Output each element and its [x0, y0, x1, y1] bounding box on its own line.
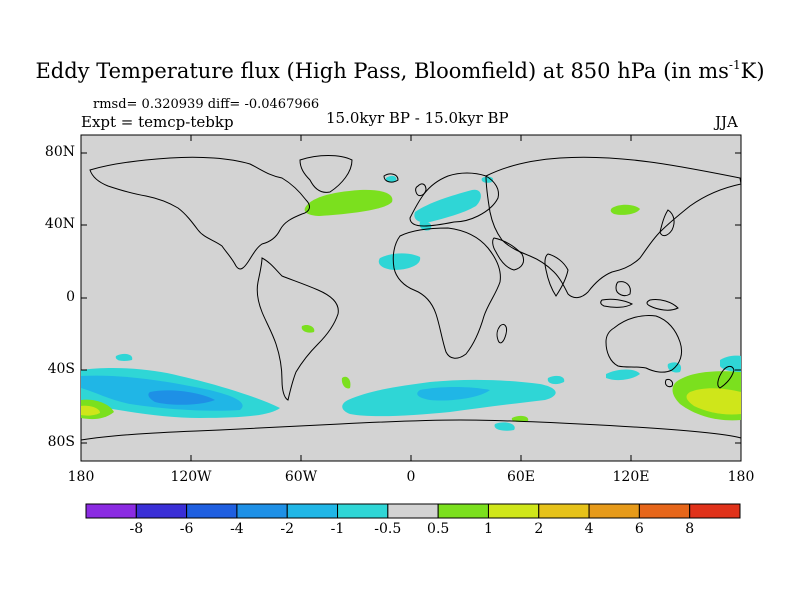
coast-japan — [659, 209, 675, 237]
lat-label-80n: 80N — [44, 144, 75, 160]
anomaly-south-of-australia — [606, 369, 640, 381]
map-ticks — [81, 135, 741, 461]
coast-asia — [485, 156, 742, 299]
lon-label-60e: 60E — [506, 469, 536, 485]
colorbar-label: 6 — [634, 521, 644, 537]
colorbar — [85, 503, 741, 519]
coast-australia — [605, 315, 683, 373]
coast-antarctica — [80, 419, 742, 441]
anomaly-europe — [414, 189, 481, 223]
colorbar-swatch — [236, 503, 288, 519]
colorbar-swatch — [85, 503, 137, 519]
anomaly-north-africa — [378, 253, 421, 270]
colorbar-swatch — [638, 503, 691, 519]
period-label: 15.0kyr BP - 15.0kyr BP — [326, 109, 509, 127]
coast-borneo — [615, 281, 631, 297]
anomaly-south-pacific-patch — [115, 353, 133, 361]
lon-label-180-right: 180 — [727, 469, 755, 485]
colorbar-label: -1 — [330, 521, 345, 537]
lat-label-80s: 80S — [47, 434, 75, 450]
colorbar-swatch — [186, 503, 238, 519]
colorbar-label: -4 — [230, 521, 244, 537]
lon-label-180-left: 180 — [67, 469, 95, 485]
coast-new-guinea — [646, 299, 679, 311]
lon-label-120e: 120E — [612, 469, 650, 485]
season-label: JJA — [715, 113, 738, 131]
anomaly-tasman-yellow — [686, 388, 741, 415]
coast-uk — [415, 183, 427, 197]
lat-label-40n: 40N — [44, 216, 75, 232]
colorbar-swatch — [437, 503, 489, 519]
anomaly-north-atlantic — [304, 189, 393, 216]
anomaly-west-edge-yellow — [81, 405, 100, 416]
anomaly-mongolia — [610, 204, 640, 215]
coast-arabia — [492, 237, 525, 271]
anomaly-south-atlantic — [341, 376, 351, 389]
anomaly-south-america — [301, 324, 315, 333]
lat-label-0: 0 — [66, 289, 75, 305]
coastlines — [80, 155, 742, 441]
coast-north-america — [89, 156, 310, 270]
colorbar-label: 0.5 — [427, 521, 450, 537]
anomaly-south-indian-green — [511, 415, 529, 422]
coast-indonesia — [600, 298, 633, 308]
anomaly-kerguelen — [547, 375, 565, 385]
colorbar-swatch — [286, 503, 339, 519]
colorbar-label: 2 — [534, 521, 544, 537]
stats-text: rmsd= 0.320939 diff= -0.0467966 — [93, 97, 320, 112]
lon-label-120w: 120W — [170, 469, 212, 485]
anomaly-scandinavia — [481, 176, 494, 183]
coast-greenland — [299, 155, 353, 193]
colorbar-swatch — [135, 503, 188, 519]
coast-africa — [392, 227, 501, 359]
colorbar-label: -8 — [129, 521, 144, 537]
colorbar-label: 4 — [584, 521, 594, 537]
colorbar-swatch — [689, 503, 741, 519]
colorbar-label: -6 — [179, 521, 194, 537]
colorbar-swatch — [487, 503, 540, 519]
coast-iceland — [383, 173, 399, 183]
anomaly-fields — [81, 175, 741, 431]
anomaly-southern-indian-core — [417, 387, 490, 401]
colorbar-label: 1 — [484, 521, 493, 537]
coast-tasmania — [665, 379, 673, 388]
experiment-label: Expt = temcp-tebkp — [81, 113, 234, 131]
coast-india — [544, 253, 569, 297]
coast-madagascar — [496, 323, 507, 344]
colorbar-swatch — [588, 503, 640, 519]
anomaly-iceland — [385, 175, 397, 183]
anomaly-southern-pacific-core — [148, 390, 215, 405]
colorbar-label: -0.5 — [374, 521, 402, 537]
colorbar-swatch — [337, 503, 389, 519]
colorbar-swatch — [538, 503, 590, 519]
chart-title: Eddy Temperature flux (High Pass, Bloomf… — [35, 58, 765, 83]
lon-label-60w: 60W — [284, 469, 318, 485]
colorbar-label: -2 — [280, 521, 294, 537]
anomaly-south-indian-cyan — [494, 422, 515, 431]
lon-label-0: 0 — [406, 469, 416, 485]
colorbar-swatch — [387, 503, 439, 519]
lat-label-40s: 40S — [47, 361, 75, 377]
coast-south-america — [256, 257, 339, 401]
colorbar-label: 8 — [685, 521, 695, 537]
coast-europe — [409, 172, 499, 227]
coast-new-zealand — [717, 365, 735, 389]
